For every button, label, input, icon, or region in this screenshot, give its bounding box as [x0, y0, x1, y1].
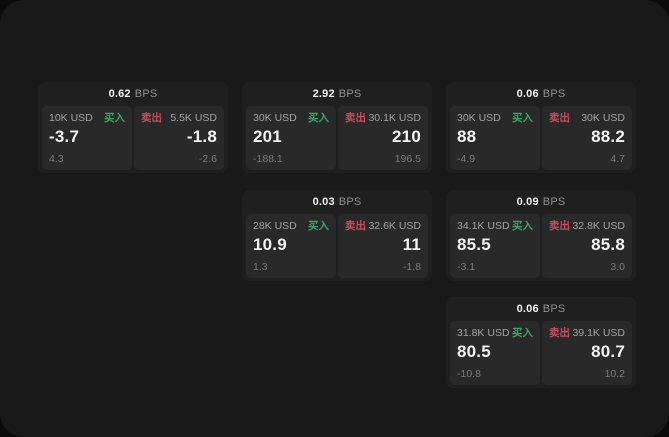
buy-panel[interactable]: 30K USD 买入 201 -188.1 — [246, 106, 336, 170]
sell-side-label: 卖出 — [549, 112, 570, 124]
sell-price: 11 — [402, 235, 421, 254]
sell-amount: 32.8K USD — [572, 220, 625, 232]
sell-panel[interactable]: 卖出 32.8K USD 85.8 3.0 — [542, 214, 632, 278]
buy-side-label: 买入 — [104, 112, 125, 124]
buy-sub-value: -4.9 — [457, 153, 476, 165]
quote-card-4: 0.03 BPS 28K USD 买入 10.9 1.3 卖出 32.6K US… — [242, 190, 432, 281]
sell-sub-value: -2.6 — [198, 153, 217, 165]
buy-price: 88 — [457, 127, 477, 146]
buy-amount: 10K USD — [49, 112, 93, 124]
buy-panel[interactable]: 10K USD 买入 -3.7 4.3 — [42, 106, 132, 170]
sell-price: 85.8 — [591, 235, 625, 254]
bps-unit-label: BPS — [338, 196, 362, 208]
quote-card-5: 0.09 BPS 34.1K USD 买入 85.5 -3.1 卖出 32.8K… — [446, 190, 636, 281]
bps-unit-label: BPS — [134, 88, 158, 100]
sell-side-label: 卖出 — [345, 112, 366, 124]
quote-card-2: 2.92 BPS 30K USD 买入 201 -188.1 卖出 30.1K … — [242, 82, 432, 173]
sell-side-label: 卖出 — [345, 220, 366, 232]
sell-amount: 30.1K USD — [368, 112, 421, 124]
buy-price: 10.9 — [253, 235, 287, 254]
bps-header: 0.06 BPS — [450, 82, 632, 106]
sell-panel[interactable]: 卖出 32.6K USD 11 -1.8 — [338, 214, 428, 278]
buy-sub-value: -10.8 — [457, 368, 481, 380]
buy-price: 201 — [253, 127, 282, 146]
buy-side-label: 买入 — [308, 220, 329, 232]
bps-unit-label: BPS — [542, 303, 566, 315]
quote-panels: 34.1K USD 买入 85.5 -3.1 卖出 32.8K USD 85.8… — [450, 214, 632, 278]
sell-price: 210 — [392, 127, 421, 146]
quote-card-1: 0.62 BPS 10K USD 买入 -3.7 4.3 卖出 5.5K USD… — [38, 82, 228, 173]
bps-value: 0.06 — [516, 303, 539, 315]
sell-amount: 39.1K USD — [572, 327, 625, 339]
buy-price: -3.7 — [49, 127, 80, 146]
buy-side-label: 买入 — [512, 112, 533, 124]
bps-value: 0.09 — [516, 196, 539, 208]
bps-value: 2.92 — [312, 88, 335, 100]
bps-value: 0.06 — [516, 88, 539, 100]
sell-panel[interactable]: 卖出 39.1K USD 80.7 10.2 — [542, 321, 632, 385]
buy-amount: 30K USD — [457, 112, 501, 124]
buy-panel[interactable]: 28K USD 买入 10.9 1.3 — [246, 214, 336, 278]
quote-panels: 30K USD 买入 201 -188.1 卖出 30.1K USD 210 1… — [246, 106, 428, 170]
buy-sub-value: 1.3 — [253, 261, 268, 273]
sell-side-label: 卖出 — [141, 112, 162, 124]
quote-panels: 10K USD 买入 -3.7 4.3 卖出 5.5K USD -1.8 -2.… — [42, 106, 224, 170]
bps-header: 2.92 BPS — [246, 82, 428, 106]
quote-panels: 28K USD 买入 10.9 1.3 卖出 32.6K USD 11 -1.8 — [246, 214, 428, 278]
bps-unit-label: BPS — [338, 88, 362, 100]
sell-amount: 5.5K USD — [170, 112, 217, 124]
bps-header: 0.62 BPS — [42, 82, 224, 106]
buy-amount: 31.8K USD — [457, 327, 510, 339]
buy-side-label: 买入 — [308, 112, 329, 124]
quote-panels: 30K USD 买入 88 -4.9 卖出 30K USD 88.2 4.7 — [450, 106, 632, 170]
quote-panels: 31.8K USD 买入 80.5 -10.8 卖出 39.1K USD 80.… — [450, 321, 632, 385]
bps-header: 0.09 BPS — [450, 190, 632, 214]
buy-amount: 30K USD — [253, 112, 297, 124]
buy-sub-value: 4.3 — [49, 153, 64, 165]
buy-price: 85.5 — [457, 235, 491, 254]
sell-panel[interactable]: 卖出 30.1K USD 210 196.5 — [338, 106, 428, 170]
quote-card-6: 0.06 BPS 31.8K USD 买入 80.5 -10.8 卖出 39.1… — [446, 297, 636, 388]
sell-sub-value: 4.7 — [610, 153, 625, 165]
bps-header: 0.03 BPS — [246, 190, 428, 214]
buy-side-label: 买入 — [512, 327, 533, 339]
sell-price: -1.8 — [186, 127, 217, 146]
sell-panel[interactable]: 卖出 30K USD 88.2 4.7 — [542, 106, 632, 170]
bps-value: 0.62 — [108, 88, 131, 100]
bps-unit-label: BPS — [542, 196, 566, 208]
sell-amount: 32.6K USD — [368, 220, 421, 232]
sell-side-label: 卖出 — [549, 327, 570, 339]
sell-sub-value: 3.0 — [610, 261, 625, 273]
buy-amount: 28K USD — [253, 220, 297, 232]
quote-card-3: 0.06 BPS 30K USD 买入 88 -4.9 卖出 30K USD 8… — [446, 82, 636, 173]
buy-sub-value: -3.1 — [457, 261, 476, 273]
sell-sub-value: 10.2 — [604, 368, 625, 380]
sell-sub-value: 196.5 — [394, 153, 421, 165]
sell-panel[interactable]: 卖出 5.5K USD -1.8 -2.6 — [134, 106, 224, 170]
sell-side-label: 卖出 — [549, 220, 570, 232]
bps-value: 0.03 — [312, 196, 335, 208]
bps-unit-label: BPS — [542, 88, 566, 100]
buy-panel[interactable]: 30K USD 买入 88 -4.9 — [450, 106, 540, 170]
sell-price: 88.2 — [591, 127, 625, 146]
sell-price: 80.7 — [591, 342, 625, 361]
buy-panel[interactable]: 31.8K USD 买入 80.5 -10.8 — [450, 321, 540, 385]
sell-sub-value: -1.8 — [402, 261, 421, 273]
buy-sub-value: -188.1 — [253, 153, 283, 165]
sell-amount: 30K USD — [581, 112, 625, 124]
buy-price: 80.5 — [457, 342, 491, 361]
buy-panel[interactable]: 34.1K USD 买入 85.5 -3.1 — [450, 214, 540, 278]
buy-amount: 34.1K USD — [457, 220, 510, 232]
bps-header: 0.06 BPS — [450, 297, 632, 321]
buy-side-label: 买入 — [512, 220, 533, 232]
